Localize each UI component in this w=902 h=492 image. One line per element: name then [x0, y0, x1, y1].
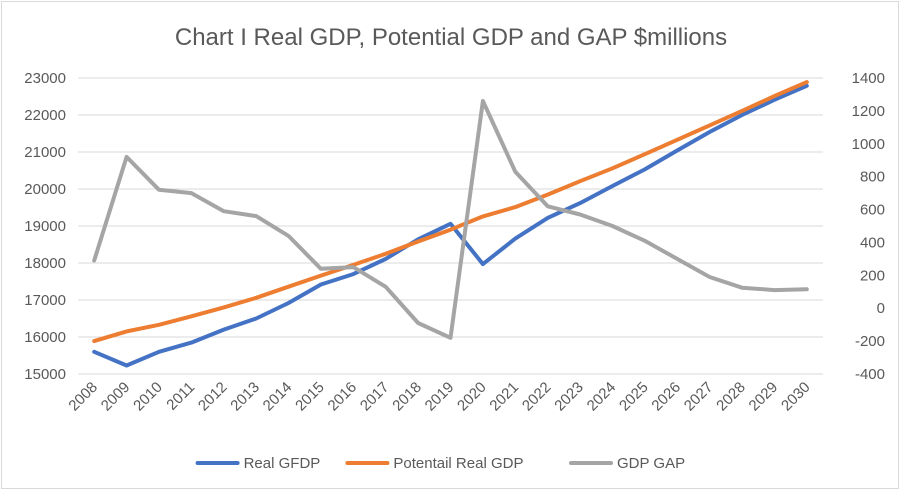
x-tick-label: 2011 — [163, 379, 198, 414]
x-tick-label: 2021 — [486, 379, 522, 415]
x-tick-label: 2013 — [227, 379, 263, 415]
legend-label-1: Real GFDP — [244, 455, 321, 472]
x-tick-label: 2014 — [260, 379, 296, 415]
x-tick-label: 2012 — [195, 379, 231, 415]
y-tick-label: 21000 — [24, 144, 66, 161]
y2-tick-label: 0 — [877, 300, 885, 317]
legend-label-2: Potentail Real GDP — [393, 455, 523, 472]
y-tick-label: 22000 — [24, 107, 66, 124]
x-tick-label: 2015 — [292, 379, 328, 415]
x-tick-label: 2008 — [65, 379, 101, 415]
y2-tick-label: 400 — [860, 234, 885, 251]
y-tick-label: 20000 — [24, 181, 66, 198]
x-tick-label: 2025 — [616, 379, 652, 415]
x-tick-label: 2020 — [454, 379, 490, 415]
y2-tick-label: 200 — [860, 267, 885, 284]
y2-tick-label: 1200 — [852, 103, 885, 120]
x-tick-label: 2016 — [325, 379, 361, 415]
x-tick-label: 2027 — [681, 379, 717, 415]
y-tick-label: 18000 — [24, 255, 66, 272]
series-line-3 — [92, 99, 809, 340]
y-tick-label: 23000 — [24, 70, 66, 87]
x-tick-label: 2009 — [98, 379, 134, 415]
series-line-2 — [92, 80, 809, 344]
y2-tick-label: 600 — [860, 202, 885, 219]
x-tick-label: 2026 — [648, 379, 684, 415]
series-line-1 — [92, 83, 809, 368]
chart-title: Chart I Real GDP, Potential GDP and GAP … — [175, 24, 727, 51]
y2-tick-label: 1400 — [852, 70, 885, 87]
series-lines — [92, 80, 809, 368]
x-tick-label: 2017 — [357, 379, 393, 415]
right-axis-ticks: -400 -200 0 200 400 600 800 1000 1200 1400 — [852, 70, 885, 383]
x-tick-label: 2010 — [130, 379, 166, 415]
x-tick-label: 2028 — [713, 379, 749, 415]
x-tick-label: 2024 — [584, 379, 620, 415]
x-tick-label: 2022 — [519, 379, 555, 415]
x-tick-label: 2018 — [389, 379, 425, 415]
x-tick-label: 2029 — [746, 379, 782, 415]
y-tick-label: 17000 — [24, 292, 66, 309]
legend-label-3: GDP GAP — [617, 455, 685, 472]
y-tick-label: 16000 — [24, 329, 66, 346]
left-axis-ticks: 15000 16000 17000 18000 19000 20000 21000 22000… — [24, 70, 66, 383]
x-tick-label: 2023 — [551, 379, 587, 415]
legend: Real GFDP Potentail Real GDP GDP GAP — [195, 455, 685, 472]
y-tick-label: 19000 — [24, 218, 66, 235]
x-tick-label: 2019 — [422, 379, 458, 415]
y2-tick-label: -200 — [855, 333, 885, 350]
y2-tick-label: -400 — [855, 366, 885, 383]
y2-tick-label: 1000 — [852, 136, 885, 153]
y-tick-label: 15000 — [24, 366, 66, 383]
x-tick-label: 2030 — [778, 379, 814, 415]
x-axis-ticks: 2008200920102011201220132014201520162017… — [65, 379, 813, 415]
y2-tick-label: 800 — [860, 169, 885, 186]
